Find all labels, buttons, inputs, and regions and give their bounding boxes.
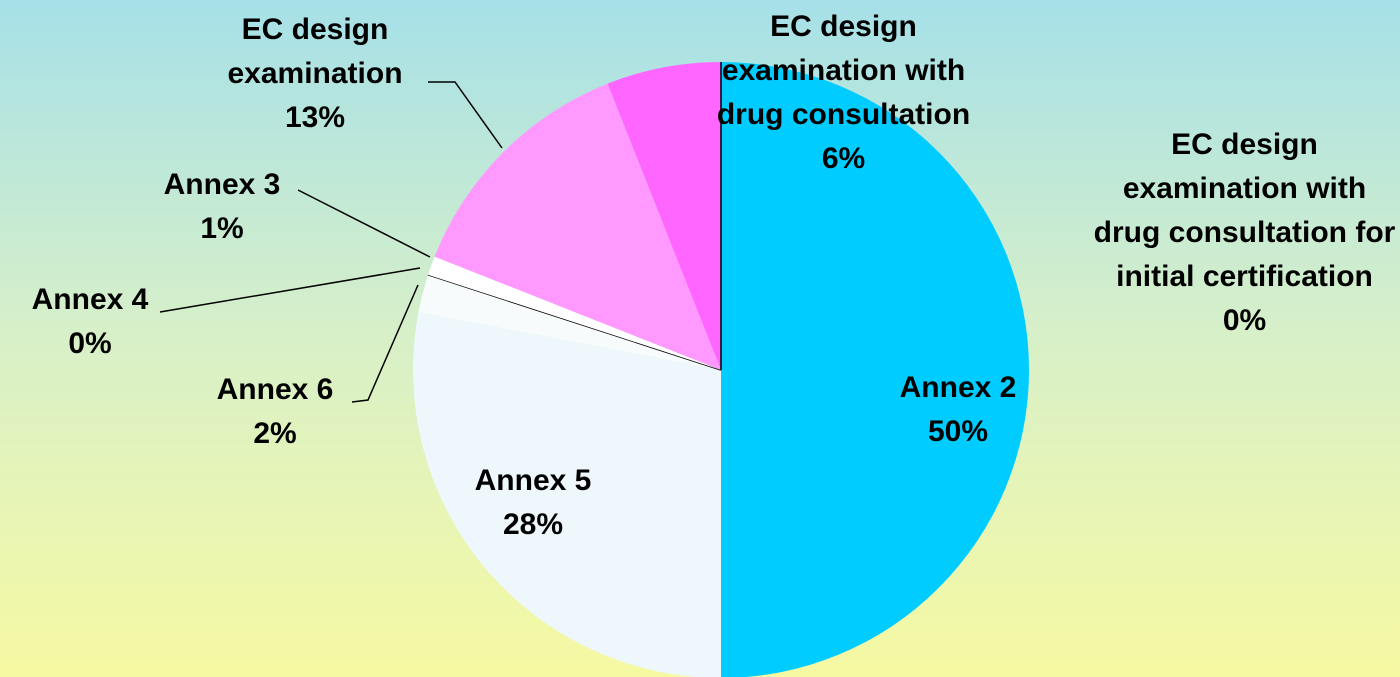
slice-label: EC design examination 13% bbox=[205, 8, 425, 140]
slice-value: 2% bbox=[253, 417, 297, 450]
slice-label: Annex 3 1% bbox=[122, 163, 322, 251]
slice-name: Annex 3 bbox=[163, 168, 281, 201]
slice-value: 0% bbox=[68, 327, 112, 360]
slice-value: 28% bbox=[502, 508, 564, 541]
pie-slice bbox=[428, 256, 721, 370]
slice-label: EC design examination with drug consulta… bbox=[1087, 123, 1400, 343]
pie-slice bbox=[434, 83, 721, 370]
pie-slice bbox=[413, 312, 721, 677]
slice-label: Annex 6 2% bbox=[175, 368, 375, 456]
slice-value: 0% bbox=[1222, 304, 1267, 337]
slice-name: Annex 2 bbox=[899, 371, 1017, 404]
slice-label: Annex 4 0% bbox=[0, 278, 180, 366]
slice-name: EC design examination bbox=[227, 13, 403, 90]
slice-name: EC design examination with drug consulta… bbox=[1093, 128, 1396, 293]
slice-name: Annex 4 bbox=[31, 283, 149, 316]
slice-label: EC design examination with drug consulta… bbox=[686, 5, 1001, 181]
leader-line bbox=[351, 284, 419, 403]
slice-name: Annex 5 bbox=[474, 464, 592, 497]
pie-slice bbox=[607, 62, 721, 370]
slice-name: Annex 6 bbox=[216, 373, 334, 406]
slice-value: 6% bbox=[821, 142, 866, 175]
slice-name: EC design examination with drug consulta… bbox=[716, 10, 971, 131]
leader-line bbox=[159, 267, 421, 313]
slice-value: 1% bbox=[200, 212, 244, 245]
leader-line bbox=[428, 81, 503, 149]
slice-value: 50% bbox=[927, 415, 989, 448]
pie-slice bbox=[427, 274, 722, 371]
slice-label: Annex 5 28% bbox=[433, 459, 633, 547]
slice-value: 13% bbox=[284, 101, 346, 134]
pie-slice bbox=[721, 62, 1029, 677]
leader-line bbox=[297, 189, 431, 258]
slice-label: Annex 2 50% bbox=[858, 366, 1058, 454]
